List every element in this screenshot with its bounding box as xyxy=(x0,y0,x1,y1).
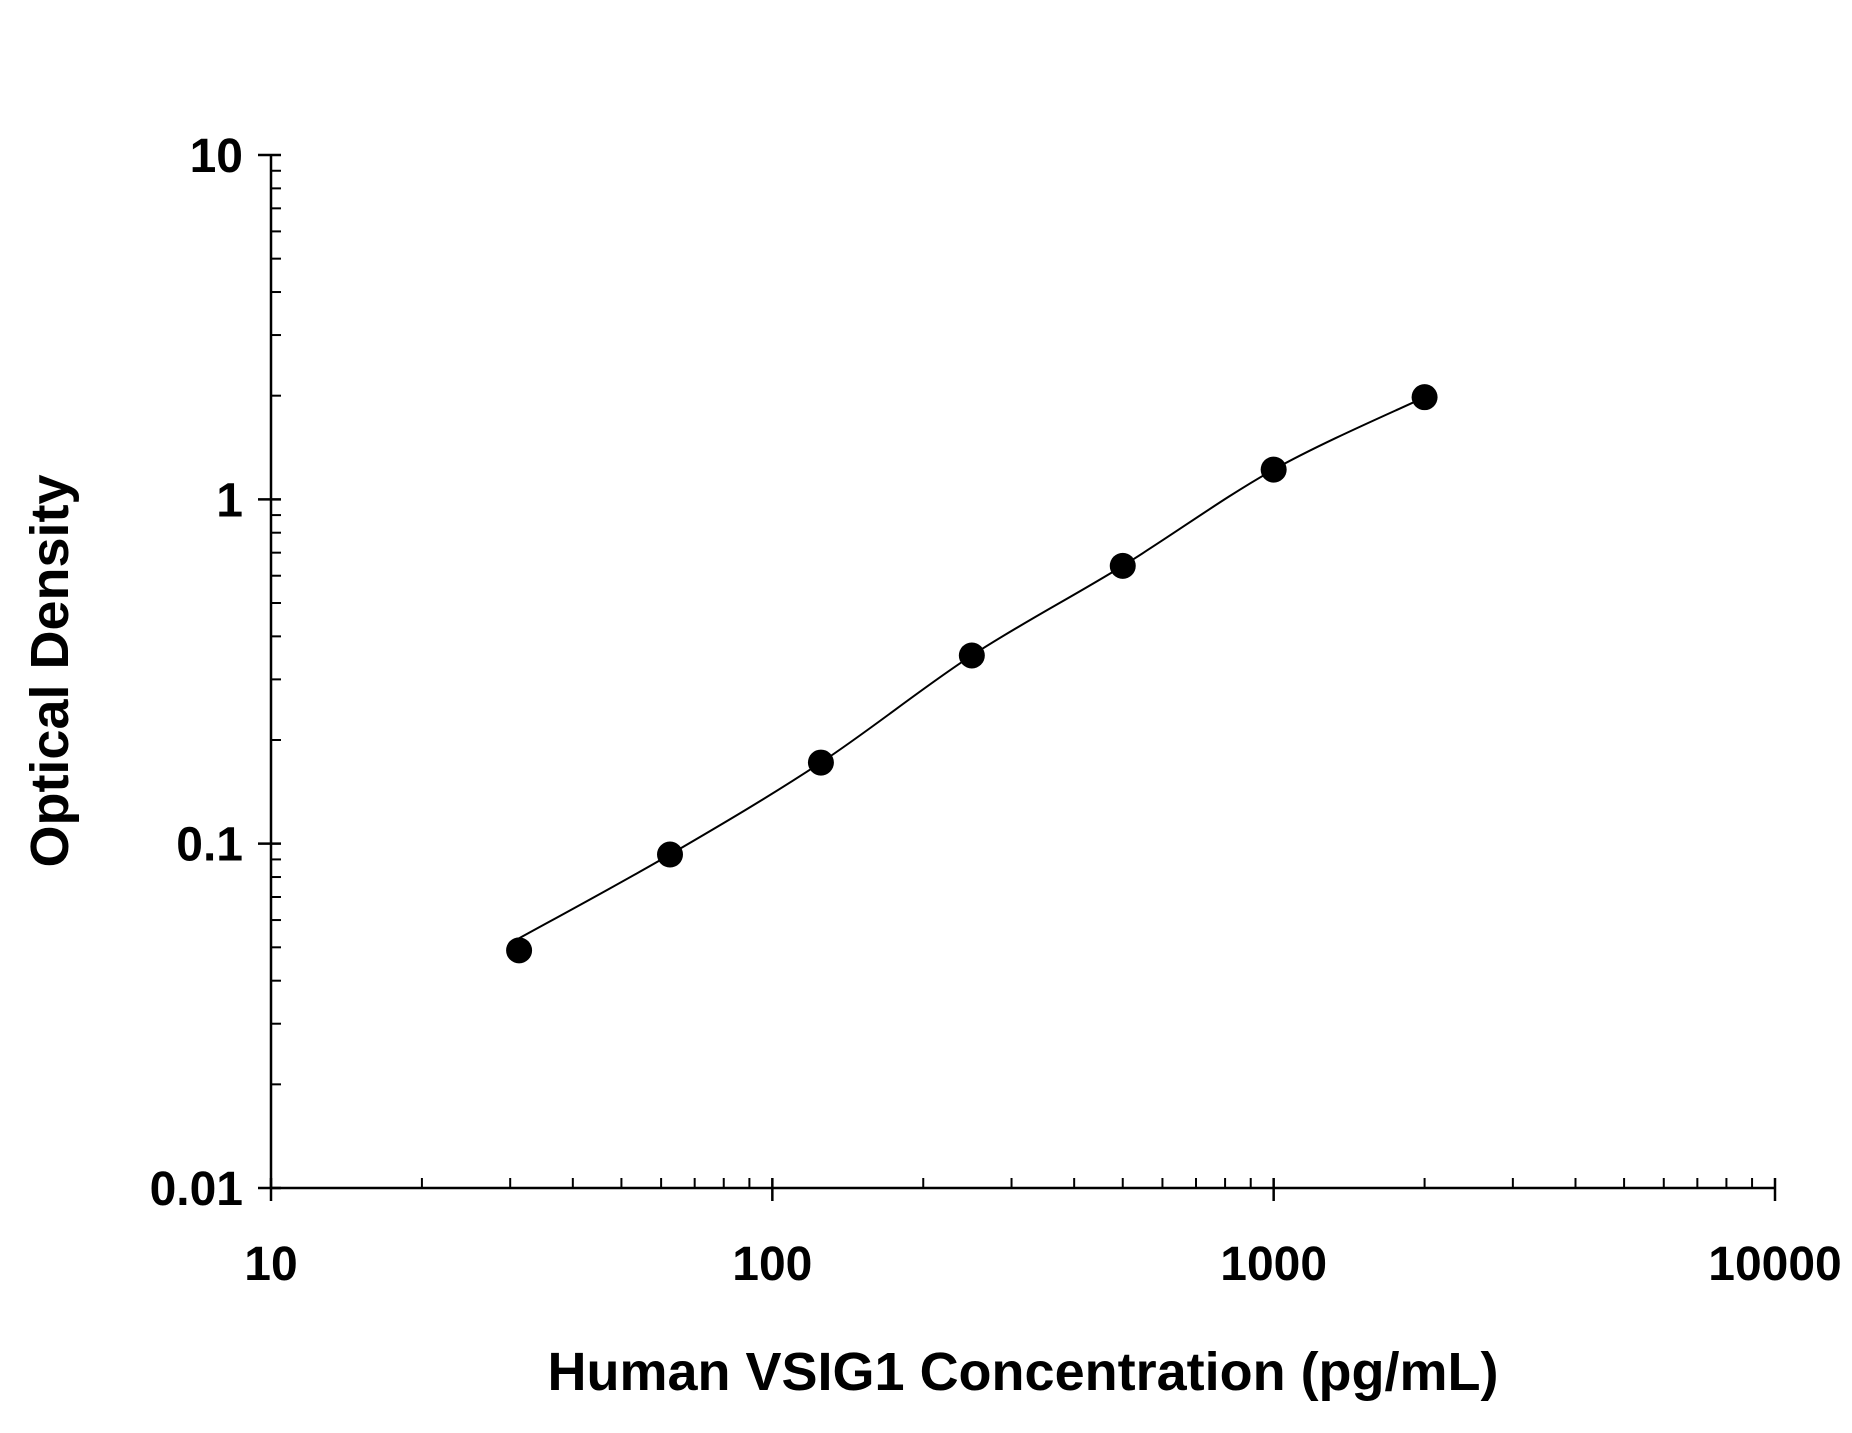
data-point xyxy=(506,937,533,964)
data-point xyxy=(1411,384,1438,411)
tick-labels: 0.01 0.1 1 10 10 100 1000 10000 xyxy=(150,130,1842,1291)
x-tick-label: 100 xyxy=(732,1238,812,1291)
data-point xyxy=(657,841,684,868)
data-point xyxy=(807,749,834,776)
y-tick-label: 10 xyxy=(190,130,243,183)
x-tick-label: 10 xyxy=(244,1238,297,1291)
axes xyxy=(258,153,1777,1201)
y-tick-label: 0.1 xyxy=(176,819,243,872)
data-point xyxy=(1260,456,1287,483)
data-point xyxy=(958,642,985,669)
y-tick-label: 0.01 xyxy=(150,1163,243,1216)
data-points xyxy=(506,384,1438,964)
y-tick-label: 1 xyxy=(216,474,243,527)
x-axis-label: Human VSIG1 Concentration (pg/mL) xyxy=(547,1342,1498,1402)
data-point xyxy=(1109,552,1136,579)
x-tick-label: 1000 xyxy=(1220,1238,1327,1291)
x-tick-label: 10000 xyxy=(1708,1238,1841,1291)
y-axis-label: Optical Density xyxy=(20,474,80,867)
